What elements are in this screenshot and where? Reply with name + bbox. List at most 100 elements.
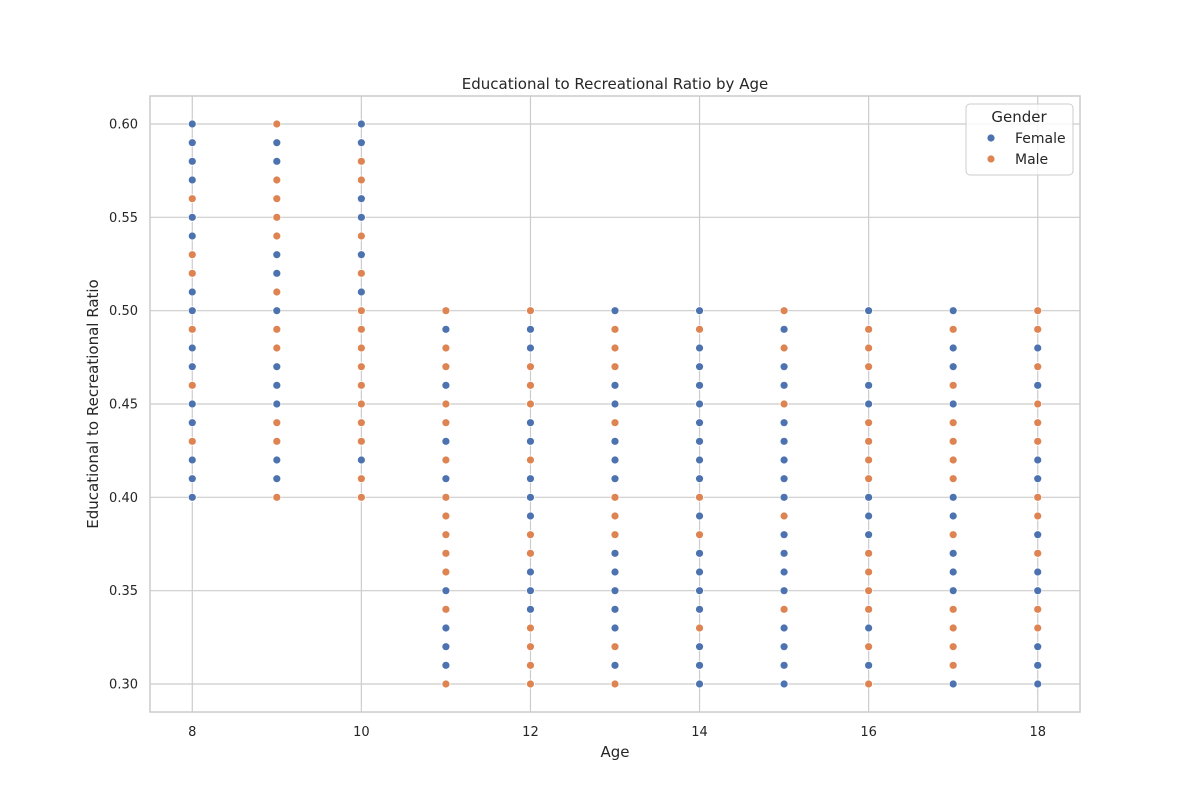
data-point-male	[187, 324, 197, 334]
data-point-female	[864, 530, 874, 540]
data-point-female	[779, 492, 789, 502]
data-point-male	[441, 511, 451, 521]
y-tick-label: 0.50	[109, 304, 138, 319]
data-point-female	[948, 548, 958, 558]
data-point-male	[948, 604, 958, 614]
data-point-male	[695, 530, 704, 540]
data-point-female	[441, 586, 451, 596]
data-point-male	[441, 455, 451, 465]
data-point-female	[1033, 474, 1043, 484]
data-point-male	[1033, 436, 1043, 446]
data-point-female	[441, 380, 451, 390]
y-tick-label: 0.55	[109, 211, 138, 226]
legend-marker-male	[986, 154, 996, 164]
data-point-female	[187, 119, 197, 129]
data-point-female	[1033, 642, 1043, 652]
data-point-male	[1033, 604, 1043, 614]
data-point-male	[948, 380, 958, 390]
data-point-female	[526, 567, 535, 577]
data-point-female	[526, 604, 535, 614]
data-point-female	[779, 455, 789, 465]
y-tick-labels: 0.30 0.35 0.40 0.45 0.50 0.55 0.60	[109, 118, 138, 693]
data-point-female	[864, 399, 874, 409]
data-point-female	[187, 306, 197, 316]
data-point-male	[948, 660, 958, 670]
data-point-male	[272, 418, 282, 428]
data-point-female	[272, 362, 282, 372]
data-point-female	[610, 436, 620, 446]
data-point-male	[356, 306, 366, 316]
data-point-female	[695, 455, 704, 465]
data-point-female	[695, 418, 704, 428]
data-point-female	[1033, 660, 1043, 670]
data-point-male	[356, 436, 366, 446]
data-point-male	[187, 380, 197, 390]
data-point-female	[526, 474, 535, 484]
data-point-female	[779, 679, 789, 689]
data-point-female	[610, 399, 620, 409]
data-point-male	[272, 231, 282, 241]
data-point-male	[864, 548, 874, 558]
data-point-male	[441, 492, 451, 502]
data-point-male	[610, 324, 620, 334]
data-point-female	[1033, 679, 1043, 689]
data-point-female	[695, 306, 704, 316]
legend-label-male: Male	[1015, 152, 1048, 168]
data-point-female	[948, 399, 958, 409]
data-point-female	[779, 324, 789, 334]
data-point-female	[272, 474, 282, 484]
data-point-male	[610, 343, 620, 353]
data-point-male	[864, 418, 874, 428]
data-point-male	[779, 511, 789, 521]
data-point-female	[948, 306, 958, 316]
plot-area-border	[149, 95, 1081, 713]
data-point-female	[272, 250, 282, 260]
data-point-female	[187, 474, 197, 484]
data-point-female	[610, 586, 620, 596]
data-point-female	[610, 623, 620, 633]
data-point-male	[864, 436, 874, 446]
data-point-male	[526, 660, 535, 670]
data-point-male	[526, 530, 535, 540]
y-tick-label: 0.30	[109, 678, 138, 693]
y-axis-label: Educational to Recreational Ratio	[84, 279, 102, 529]
data-point-female	[610, 567, 620, 577]
data-point-male	[526, 306, 535, 316]
legend: Gender Female Male	[965, 103, 1074, 176]
data-point-male	[272, 212, 282, 222]
data-point-female	[779, 623, 789, 633]
data-point-female	[948, 586, 958, 596]
data-point-female	[187, 138, 197, 148]
data-point-female	[695, 567, 704, 577]
data-point-male	[356, 474, 366, 484]
data-point-female	[864, 511, 874, 521]
data-point-male	[695, 492, 704, 502]
data-point-male	[526, 399, 535, 409]
data-point-female	[187, 455, 197, 465]
data-point-female	[272, 380, 282, 390]
x-axis-label: Age	[600, 743, 629, 761]
legend-label-female: Female	[1015, 131, 1066, 147]
data-point-male	[1033, 548, 1043, 558]
data-point-male	[864, 679, 874, 689]
data-point-male	[356, 324, 366, 334]
data-point-male	[1033, 324, 1043, 334]
data-point-male	[356, 418, 366, 428]
data-point-female	[441, 474, 451, 484]
data-point-female	[272, 156, 282, 166]
data-point-male	[864, 567, 874, 577]
data-point-male	[526, 362, 535, 372]
data-point-female	[695, 362, 704, 372]
data-point-female	[695, 511, 704, 521]
data-point-male	[948, 436, 958, 446]
data-point-female	[526, 492, 535, 502]
data-point-female	[441, 642, 451, 652]
data-points	[187, 119, 1043, 689]
data-point-male	[272, 175, 282, 185]
data-point-female	[187, 343, 197, 353]
x-tick-label: 16	[860, 725, 877, 740]
data-point-female	[356, 287, 366, 297]
data-point-female	[187, 362, 197, 372]
x-tick-label: 10	[353, 725, 370, 740]
